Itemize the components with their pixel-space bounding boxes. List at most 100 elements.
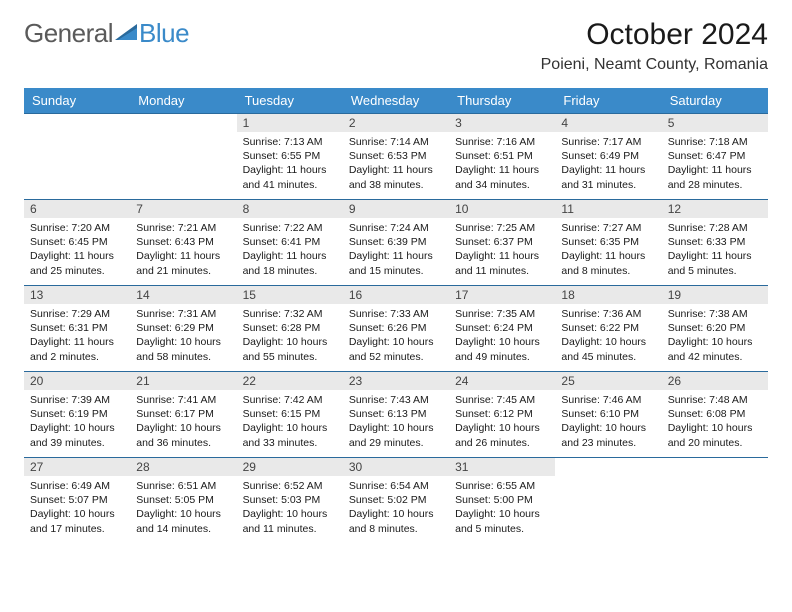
day-details: Sunrise: 7:29 AMSunset: 6:31 PMDaylight:… (24, 304, 130, 368)
day-details: Sunrise: 7:17 AMSunset: 6:49 PMDaylight:… (555, 132, 661, 196)
day-number: 30 (343, 458, 449, 476)
calendar-cell: 10Sunrise: 7:25 AMSunset: 6:37 PMDayligh… (449, 200, 555, 286)
day-number: 15 (237, 286, 343, 304)
location: Poieni, Neamt County, Romania (541, 56, 768, 74)
calendar-cell: 1Sunrise: 7:13 AMSunset: 6:55 PMDaylight… (237, 114, 343, 200)
day-details: Sunrise: 7:14 AMSunset: 6:53 PMDaylight:… (343, 132, 449, 196)
calendar-cell: 9Sunrise: 7:24 AMSunset: 6:39 PMDaylight… (343, 200, 449, 286)
calendar-body: .... 1Sunrise: 7:13 AMSunset: 6:55 PMDayl… (24, 114, 768, 544)
calendar-row: 20Sunrise: 7:39 AMSunset: 6:19 PMDayligh… (24, 372, 768, 458)
day-details: Sunrise: 7:46 AMSunset: 6:10 PMDaylight:… (555, 390, 661, 454)
weekday-header: Tuesday (237, 88, 343, 114)
calendar-cell: 6Sunrise: 7:20 AMSunset: 6:45 PMDaylight… (24, 200, 130, 286)
calendar-row: 6Sunrise: 7:20 AMSunset: 6:45 PMDaylight… (24, 200, 768, 286)
day-details: Sunrise: 7:20 AMSunset: 6:45 PMDaylight:… (24, 218, 130, 282)
day-number: 23 (343, 372, 449, 390)
day-details: Sunrise: 7:31 AMSunset: 6:29 PMDaylight:… (130, 304, 236, 368)
logo-text-general: General (24, 18, 113, 49)
day-number: 10 (449, 200, 555, 218)
day-number: 16 (343, 286, 449, 304)
day-details: Sunrise: 7:27 AMSunset: 6:35 PMDaylight:… (555, 218, 661, 282)
day-details: Sunrise: 7:18 AMSunset: 6:47 PMDaylight:… (662, 132, 768, 196)
calendar-table: SundayMondayTuesdayWednesdayThursdayFrid… (24, 88, 768, 544)
weekday-header: Wednesday (343, 88, 449, 114)
day-number: 18 (555, 286, 661, 304)
day-details: Sunrise: 6:51 AMSunset: 5:05 PMDaylight:… (130, 476, 236, 540)
day-number: 9 (343, 200, 449, 218)
month-title: October 2024 (541, 18, 768, 52)
day-details: Sunrise: 7:45 AMSunset: 6:12 PMDaylight:… (449, 390, 555, 454)
weekday-header: Monday (130, 88, 236, 114)
calendar-cell: 4Sunrise: 7:17 AMSunset: 6:49 PMDaylight… (555, 114, 661, 200)
calendar-header-row: SundayMondayTuesdayWednesdayThursdayFrid… (24, 88, 768, 114)
day-number: 26 (662, 372, 768, 390)
day-details: Sunrise: 7:38 AMSunset: 6:20 PMDaylight:… (662, 304, 768, 368)
calendar-cell: 21Sunrise: 7:41 AMSunset: 6:17 PMDayligh… (130, 372, 236, 458)
day-details: Sunrise: 7:42 AMSunset: 6:15 PMDaylight:… (237, 390, 343, 454)
calendar-cell: 15Sunrise: 7:32 AMSunset: 6:28 PMDayligh… (237, 286, 343, 372)
day-details: Sunrise: 7:24 AMSunset: 6:39 PMDaylight:… (343, 218, 449, 282)
calendar-cell: 17Sunrise: 7:35 AMSunset: 6:24 PMDayligh… (449, 286, 555, 372)
day-number: 31 (449, 458, 555, 476)
calendar-cell: 2Sunrise: 7:14 AMSunset: 6:53 PMDaylight… (343, 114, 449, 200)
weekday-header: Sunday (24, 88, 130, 114)
header: General Blue October 2024 Poieni, Neamt … (24, 18, 768, 74)
day-number: 22 (237, 372, 343, 390)
day-details: Sunrise: 7:28 AMSunset: 6:33 PMDaylight:… (662, 218, 768, 282)
calendar-cell: 12Sunrise: 7:28 AMSunset: 6:33 PMDayligh… (662, 200, 768, 286)
calendar-cell: .. (555, 458, 661, 544)
day-details: Sunrise: 7:32 AMSunset: 6:28 PMDaylight:… (237, 304, 343, 368)
calendar-cell: .. (24, 114, 130, 200)
day-number: 6 (24, 200, 130, 218)
calendar-cell: .. (662, 458, 768, 544)
day-number: 14 (130, 286, 236, 304)
calendar-cell: 31Sunrise: 6:55 AMSunset: 5:00 PMDayligh… (449, 458, 555, 544)
calendar-cell: 25Sunrise: 7:46 AMSunset: 6:10 PMDayligh… (555, 372, 661, 458)
weekday-header: Saturday (662, 88, 768, 114)
day-details: Sunrise: 6:55 AMSunset: 5:00 PMDaylight:… (449, 476, 555, 540)
calendar-cell: 14Sunrise: 7:31 AMSunset: 6:29 PMDayligh… (130, 286, 236, 372)
day-details: Sunrise: 7:36 AMSunset: 6:22 PMDaylight:… (555, 304, 661, 368)
day-number: 1 (237, 114, 343, 132)
day-details: Sunrise: 7:33 AMSunset: 6:26 PMDaylight:… (343, 304, 449, 368)
title-block: October 2024 Poieni, Neamt County, Roman… (541, 18, 768, 74)
day-number: 25 (555, 372, 661, 390)
day-details: Sunrise: 6:54 AMSunset: 5:02 PMDaylight:… (343, 476, 449, 540)
day-number: 13 (24, 286, 130, 304)
calendar-row: 13Sunrise: 7:29 AMSunset: 6:31 PMDayligh… (24, 286, 768, 372)
day-number: 8 (237, 200, 343, 218)
day-details: Sunrise: 7:25 AMSunset: 6:37 PMDaylight:… (449, 218, 555, 282)
day-details: Sunrise: 7:48 AMSunset: 6:08 PMDaylight:… (662, 390, 768, 454)
calendar-row: ....1Sunrise: 7:13 AMSunset: 6:55 PMDayl… (24, 114, 768, 200)
calendar-cell: 29Sunrise: 6:52 AMSunset: 5:03 PMDayligh… (237, 458, 343, 544)
logo-triangle-icon (115, 22, 137, 45)
day-details: Sunrise: 7:21 AMSunset: 6:43 PMDaylight:… (130, 218, 236, 282)
day-number: 27 (24, 458, 130, 476)
weekday-header: Friday (555, 88, 661, 114)
calendar-cell: 16Sunrise: 7:33 AMSunset: 6:26 PMDayligh… (343, 286, 449, 372)
day-number: 19 (662, 286, 768, 304)
day-number: 2 (343, 114, 449, 132)
calendar-cell: 13Sunrise: 7:29 AMSunset: 6:31 PMDayligh… (24, 286, 130, 372)
calendar-cell: 24Sunrise: 7:45 AMSunset: 6:12 PMDayligh… (449, 372, 555, 458)
day-details: Sunrise: 6:52 AMSunset: 5:03 PMDaylight:… (237, 476, 343, 540)
calendar-row: 27Sunrise: 6:49 AMSunset: 5:07 PMDayligh… (24, 458, 768, 544)
day-number: 11 (555, 200, 661, 218)
day-number: 17 (449, 286, 555, 304)
day-details: Sunrise: 7:43 AMSunset: 6:13 PMDaylight:… (343, 390, 449, 454)
calendar-cell: 8Sunrise: 7:22 AMSunset: 6:41 PMDaylight… (237, 200, 343, 286)
weekday-header: Thursday (449, 88, 555, 114)
day-details: Sunrise: 7:16 AMSunset: 6:51 PMDaylight:… (449, 132, 555, 196)
day-details: Sunrise: 7:22 AMSunset: 6:41 PMDaylight:… (237, 218, 343, 282)
day-number: 3 (449, 114, 555, 132)
day-number: 7 (130, 200, 236, 218)
day-number: 20 (24, 372, 130, 390)
calendar-cell: 7Sunrise: 7:21 AMSunset: 6:43 PMDaylight… (130, 200, 236, 286)
calendar-cell: 19Sunrise: 7:38 AMSunset: 6:20 PMDayligh… (662, 286, 768, 372)
calendar-cell: 5Sunrise: 7:18 AMSunset: 6:47 PMDaylight… (662, 114, 768, 200)
calendar-cell: 30Sunrise: 6:54 AMSunset: 5:02 PMDayligh… (343, 458, 449, 544)
day-details: Sunrise: 7:13 AMSunset: 6:55 PMDaylight:… (237, 132, 343, 196)
day-number: 28 (130, 458, 236, 476)
day-number: 29 (237, 458, 343, 476)
calendar-cell: 3Sunrise: 7:16 AMSunset: 6:51 PMDaylight… (449, 114, 555, 200)
